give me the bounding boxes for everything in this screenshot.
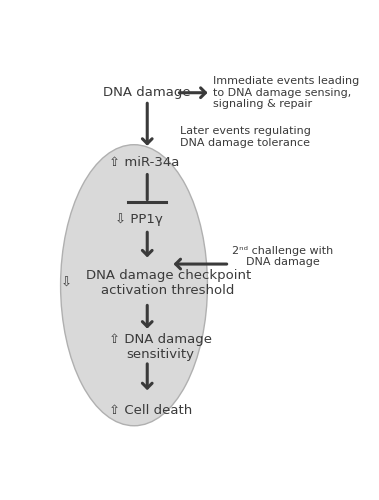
Text: Immediate events leading
to DNA damage sensing,
signaling & repair: Immediate events leading to DNA damage s… [213, 76, 360, 110]
Text: DNA damage checkpoint
activation threshold: DNA damage checkpoint activation thresho… [86, 270, 251, 297]
Text: ⇧ Cell death: ⇧ Cell death [109, 404, 192, 417]
Text: ⇧ DNA damage
sensitivity: ⇧ DNA damage sensitivity [109, 333, 212, 361]
Text: DNA damage: DNA damage [103, 86, 191, 99]
Text: ⇩: ⇩ [61, 277, 72, 290]
Ellipse shape [61, 144, 207, 426]
Text: ⇧ miR-34a: ⇧ miR-34a [109, 156, 179, 168]
Text: 2ⁿᵈ challenge with
DNA damage: 2ⁿᵈ challenge with DNA damage [232, 246, 334, 267]
Text: Later events regulating
DNA damage tolerance: Later events regulating DNA damage toler… [180, 126, 310, 148]
Text: ⇩ PP1γ: ⇩ PP1γ [115, 214, 163, 226]
